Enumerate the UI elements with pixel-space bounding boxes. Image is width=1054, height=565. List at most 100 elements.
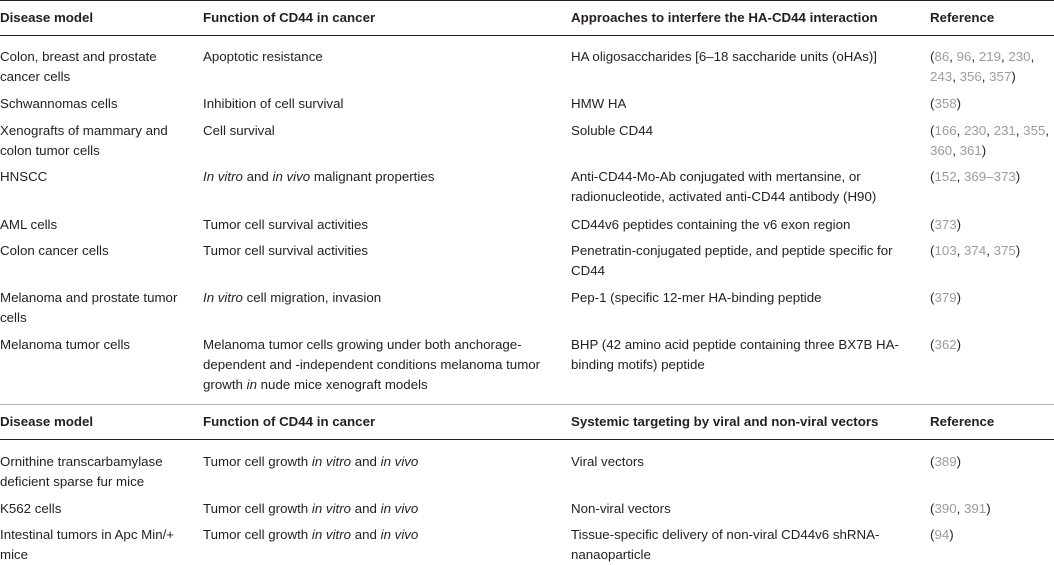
function-cell: Tumor cell survival activities	[203, 243, 369, 258]
reference-link[interactable]: 362	[934, 337, 957, 352]
reference-cell: (358)	[930, 94, 1054, 114]
reference-link[interactable]: 152	[934, 169, 957, 184]
disease-model-cell: Intestinal tumors in Apc Min/+ mice	[0, 527, 175, 562]
reference-link[interactable]: 230	[1008, 49, 1031, 64]
approach-cell: HMW HA	[571, 96, 627, 111]
reference-link[interactable]: 230	[964, 123, 987, 138]
comma: ,	[1030, 49, 1035, 64]
reference-cell: (94)	[930, 525, 1054, 545]
approach-cell: Viral vectors	[571, 454, 644, 469]
col-header-approach: Approaches to interfere the HA-CD44 inte…	[571, 10, 878, 25]
reference-link[interactable]: 219	[978, 49, 1001, 64]
paren: )	[1011, 69, 1016, 84]
reference-link[interactable]: 374	[964, 243, 987, 258]
col-header-function: Function of CD44 in cancer	[203, 414, 376, 429]
comma: ,	[949, 49, 957, 64]
function-cell: Tumor cell growth in vitro and in vivo	[203, 527, 419, 542]
reference-cell: (390, 391)	[930, 499, 1054, 519]
paren: (	[930, 337, 935, 352]
comma: ,	[956, 123, 965, 138]
comma: ,	[1015, 123, 1024, 138]
paren: (	[930, 501, 935, 516]
reference-link[interactable]: 356	[959, 69, 982, 84]
reference-link[interactable]: 103	[934, 243, 957, 258]
disease-model-cell: Melanoma and prostate tumor cells	[0, 290, 178, 325]
paren: )	[956, 290, 962, 305]
reference-link[interactable]: 86	[934, 49, 950, 64]
reference-link[interactable]: 379	[934, 290, 957, 305]
paren: (	[930, 49, 935, 64]
reference-link[interactable]: 391	[964, 501, 987, 516]
comma: ,	[1001, 49, 1009, 64]
approach-cell: Non-viral vectors	[571, 501, 671, 516]
approach-cell: Soluble CD44	[571, 123, 654, 138]
approach-cell: Penetratin-conjugated peptide, and pepti…	[571, 243, 893, 278]
comma: ,	[986, 123, 994, 138]
reference-cell: (389)	[930, 452, 1054, 472]
reference-link[interactable]: 355	[1023, 123, 1046, 138]
col-header-reference: Reference	[930, 10, 995, 25]
reference-cell: (379)	[930, 288, 1054, 308]
function-cell: Tumor cell survival activities	[203, 217, 369, 232]
reference-link[interactable]: 369–373	[964, 169, 1016, 184]
approach-cell: Tissue-specific delivery of non-viral CD…	[571, 527, 880, 562]
col-header-function: Function of CD44 in cancer	[203, 10, 376, 25]
approach-cell: HA oligosaccharides [6–18 saccharide uni…	[571, 49, 877, 64]
reference-link[interactable]: 361	[959, 143, 982, 158]
comma: ,	[956, 243, 965, 258]
function-cell: In vitro and in vivo malignant propertie…	[203, 169, 435, 184]
paren: )	[949, 527, 954, 542]
header-rule-1	[0, 35, 1054, 36]
reference-cell: (373)	[930, 215, 1054, 235]
paren: )	[1015, 169, 1021, 184]
comma: ,	[1045, 123, 1050, 138]
function-cell: In vitro cell migration, invasion	[203, 290, 382, 305]
reference-link[interactable]: 231	[993, 123, 1016, 138]
function-cell: Cell survival	[203, 123, 275, 138]
paren: )	[986, 501, 991, 516]
disease-model-cell: AML cells	[0, 217, 58, 232]
disease-model-cell: Ornithine transcarbamylase deficient spa…	[0, 454, 163, 489]
paren: (	[930, 290, 935, 305]
paren: )	[981, 143, 987, 158]
approach-cell: Anti-CD44-Mo-Ab conjugated with mertansi…	[571, 169, 877, 204]
header-row-1: Disease model Function of CD44 in cancer…	[0, 1, 1054, 35]
reference-cell: (152, 369–373)	[930, 167, 1054, 187]
paren: )	[956, 217, 962, 232]
function-cell: Tumor cell growth in vitro and in vivo	[203, 501, 419, 516]
reference-link[interactable]: 358	[934, 96, 957, 111]
paren: )	[956, 96, 962, 111]
reference-link[interactable]: 375	[993, 243, 1016, 258]
comma: ,	[986, 243, 994, 258]
reference-link[interactable]: 373	[934, 217, 957, 232]
disease-model-cell: Melanoma tumor cells	[0, 337, 131, 352]
reference-link[interactable]: 96	[956, 49, 972, 64]
disease-model-cell: Colon, breast and prostate cancer cells	[0, 49, 157, 84]
comma: ,	[952, 69, 960, 84]
function-cell: Apoptotic resistance	[203, 49, 323, 64]
reference-link[interactable]: 166	[934, 123, 957, 138]
disease-model-cell: Colon cancer cells	[0, 243, 109, 258]
paren: )	[956, 337, 962, 352]
comma: ,	[956, 169, 965, 184]
reference-link[interactable]: 243	[930, 69, 953, 84]
reference-link[interactable]: 357	[989, 69, 1012, 84]
reference-link[interactable]: 390	[934, 501, 957, 516]
section-rule	[0, 404, 1054, 405]
approach-cell: Pep-1 (specific 12-mer HA-binding peptid…	[571, 290, 822, 305]
paren: (	[930, 243, 935, 258]
comma: ,	[952, 143, 960, 158]
paren: (	[930, 217, 935, 232]
paren: )	[956, 454, 962, 469]
reference-cell: (103, 374, 375)	[930, 241, 1054, 261]
disease-model-cell: K562 cells	[0, 501, 62, 516]
reference-link[interactable]: 360	[930, 143, 953, 158]
function-cell: Melanoma tumor cells growing under both …	[203, 337, 541, 392]
reference-link[interactable]: 389	[934, 454, 957, 469]
reference-link[interactable]: 94	[934, 527, 950, 542]
top-rule	[0, 0, 1054, 1]
approach-cell: CD44v6 peptides containing the v6 exon r…	[571, 217, 851, 232]
col-header-reference: Reference	[930, 414, 995, 429]
function-cell: Tumor cell growth in vitro and in vivo	[203, 454, 419, 469]
paren: (	[930, 527, 935, 542]
